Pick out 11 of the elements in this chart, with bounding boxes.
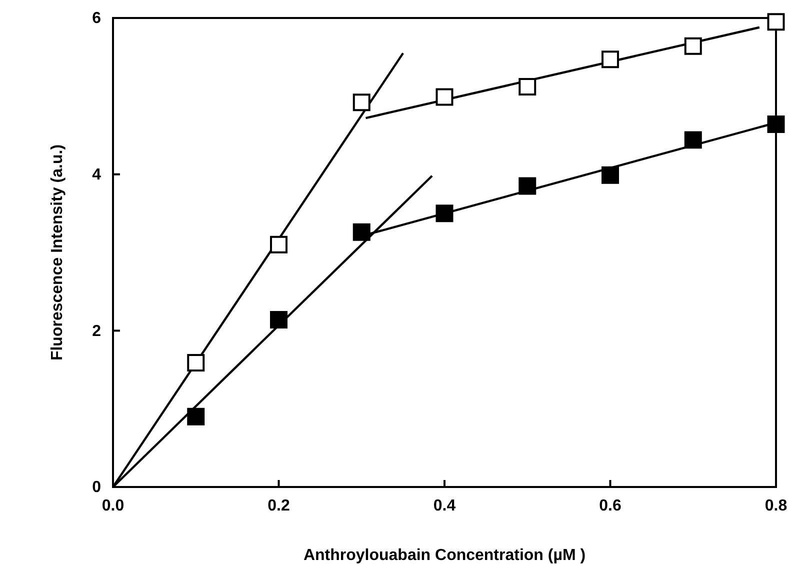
x-tick-label: 0.0 (102, 497, 124, 514)
x-axis-title: Anthroylouabain Concentration (µM ) (303, 547, 586, 564)
x-tick-label: 0.8 (764, 497, 788, 514)
y-tick-label: 4 (92, 166, 102, 184)
x-tick-label: 0.2 (268, 497, 290, 514)
y-tick-label: 6 (92, 10, 102, 28)
y-tick-label: 0 (92, 479, 102, 496)
y-tick-label: 2 (92, 322, 102, 340)
x-tick-label: 0.4 (433, 497, 456, 514)
x-tick-label: 0.6 (599, 497, 622, 514)
y-axis-title: Fluorescence Intensity (a.u.) (49, 144, 66, 361)
